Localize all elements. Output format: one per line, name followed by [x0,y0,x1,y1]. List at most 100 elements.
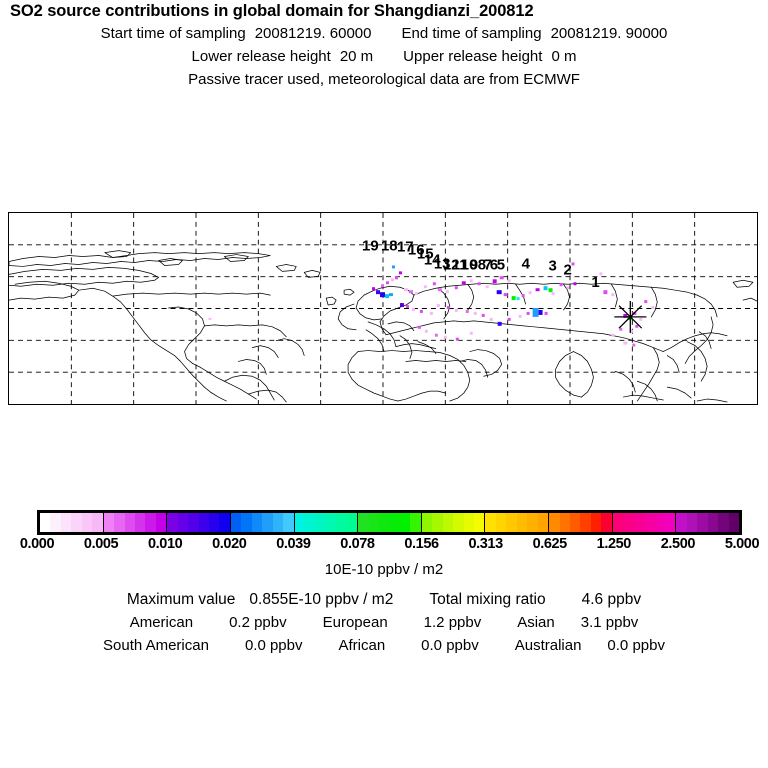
colorbar-band [559,513,570,532]
colorbar-band [676,513,687,532]
trajectory-day-label: 10 [461,257,478,273]
region-label-european: European [322,614,388,631]
colorbar-band [399,513,411,532]
colorbar-tick-label: 0.313 [468,536,503,552]
colorbar-band [527,513,538,532]
plume-cell [623,313,628,318]
lower-release-height-value: 20 m [339,48,374,65]
colorbar-band [346,513,358,532]
colorbar-band [474,513,485,532]
colorbar-tick-label: 0.010 [148,536,183,552]
colorbar-band [60,513,72,532]
plume-cell [492,279,497,284]
plume-cell [559,283,563,287]
plume-cell [623,341,628,345]
trajectory-day-label: 8 [478,257,486,273]
colorbar-band [612,513,624,532]
colorbar-band [92,513,103,532]
plume-cell [538,309,543,315]
region-value-american: 0.2 ppbv [229,614,287,631]
trajectory-day-label: 15 [417,247,434,263]
plume-cell [528,291,532,295]
maximum-value-label: Maximum value [126,591,236,608]
region-value-australian: 0.0 ppbv [607,637,665,654]
plume-cell [511,296,516,301]
colorbar-segment [485,513,550,532]
colorbar-band [697,513,708,532]
plume-cell [394,276,398,280]
plume-cell [208,317,212,320]
sampling-time-line: Start time of sampling 20081219. 60000 End… [0,22,768,45]
colorbar-band [590,513,602,532]
colorbar-tick-label: 1.250 [596,536,632,552]
colorbar-band [644,513,655,532]
trajectory-day-label: 18 [381,239,398,255]
plume-cell [388,293,393,297]
colorbar-band [241,513,252,532]
plume-cell [611,293,615,297]
plume-cell [507,279,511,283]
colorbar-band [155,513,167,532]
trajectory-day-label: 7 [484,257,492,273]
trajectory-day-label: 16 [408,243,425,259]
plume-cell [390,278,394,282]
colorbar-segment [676,513,740,532]
plume-cell [516,297,520,301]
colorbar-band [294,513,305,532]
plume-cell [454,308,458,312]
trajectory-day-label: 19 [362,239,379,255]
plume-cell [518,314,522,318]
colorbar-band [506,513,517,532]
colorbar-band [230,513,242,532]
plume-cell [405,305,409,309]
colorbar-band [453,513,464,532]
colorbar-band [219,513,230,532]
plume-cell [384,294,389,299]
colorbar-segment [167,513,231,532]
plume-concentration-cells [208,262,655,347]
header-text-block: SO2 source contributions in global domai… [0,0,768,91]
colorbar-segment [294,513,359,532]
colorbar-band [283,513,294,532]
colorbar[interactable] [37,510,742,535]
plume-cell [414,292,418,296]
trajectory-day-label: 4 [522,256,531,272]
max-and-total-line: Maximum value 0.855E-10 ppbv / m2 Total mi… [0,588,768,611]
plume-cell [651,306,655,309]
start-time-value: 20081219. 60000 [254,25,372,42]
plume-cell [455,337,459,341]
plume-cell [381,284,384,288]
colorbar-segment [230,513,295,532]
plume-cell [489,317,493,321]
plume-cell [469,331,473,335]
plume-cell [473,311,477,315]
trajectory-day-label: 6 [490,257,498,273]
colorbar-band [379,513,390,532]
colorbar-band [707,513,719,532]
colorbar-band [442,513,454,532]
colorbar-tick-labels: 0.000 0.005 0.010 0.020 0.039 0.078 0.156 0.313… [0,536,768,552]
plume-cell [566,286,570,290]
colorbar-segment [103,513,168,532]
colorbar-band [114,513,125,532]
plume-cell [408,290,413,294]
colorbar-tick-label: 0.005 [83,536,119,552]
plume-cell [399,303,404,308]
page-title: SO2 source contributions in global domai… [10,2,534,20]
trajectory-day-label: 5 [497,257,505,273]
plume-cell [423,285,427,289]
plume-cell [532,308,539,317]
colorbar-band [432,513,443,532]
plume-cell [499,276,504,280]
start-time-label: Start time of sampling [100,25,246,42]
plume-cell [446,306,450,309]
colorbar-tick-label: 0.020 [212,536,247,552]
colorbar-band [134,513,146,532]
colorbar-band [103,513,115,532]
colorbar-band [209,513,220,532]
maximum-value: 0.855E-10 ppbv / m2 [249,591,394,608]
region-value-south-american: 0.0 ppbv [244,637,303,654]
plume-cell [639,317,643,321]
colorbar-segment [549,513,613,532]
